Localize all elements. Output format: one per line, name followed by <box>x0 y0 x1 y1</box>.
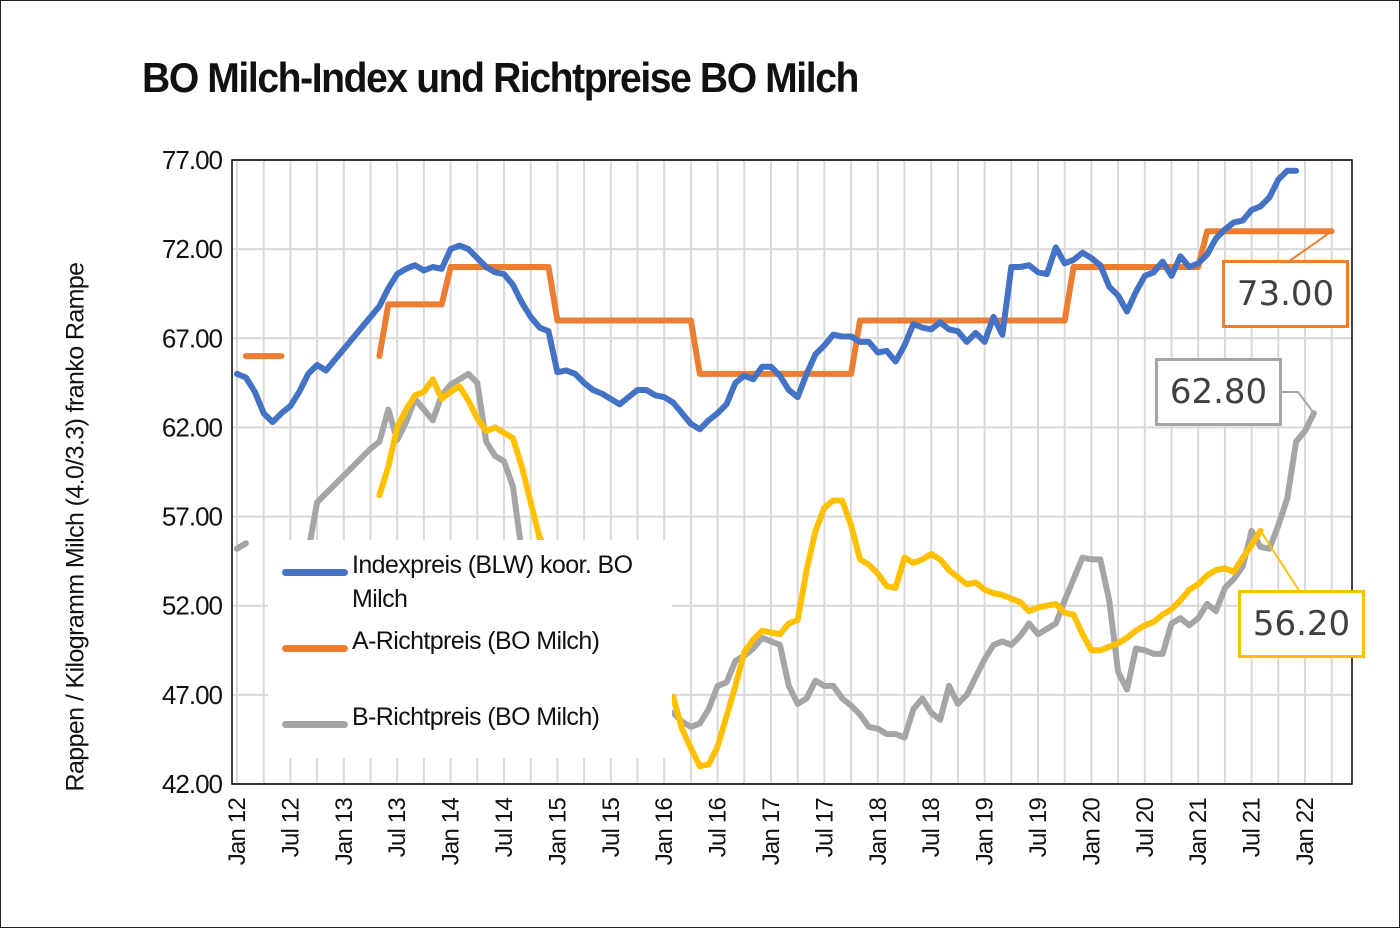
legend-label-index: Indexpreis (BLW) koor. BO Milch <box>352 551 633 613</box>
callout-b-price-value: 62.80 <box>1155 358 1282 426</box>
legend-item-b-price: B-Richtpreis (BO Milch) <box>282 700 652 734</box>
x-tick-label: Jul 21 <box>1239 798 1266 858</box>
x-tick-label: Jan 14 <box>438 798 465 866</box>
x-tick-label: Jan 12 <box>224 798 251 866</box>
y-tick-label: 52.00 <box>162 591 223 621</box>
x-tick-label: Jan 19 <box>972 798 999 866</box>
legend-label-b-price: B-Richtpreis (BO Milch) <box>352 703 600 731</box>
legend-swatch-b-price <box>282 721 348 728</box>
y-tick-label: 72.00 <box>162 234 223 264</box>
x-tick-label: Jul 20 <box>1132 798 1159 858</box>
x-tick-label: Jan 21 <box>1185 798 1212 866</box>
legend-swatch-index <box>282 569 348 576</box>
x-tick-label: Jul 13 <box>384 798 411 858</box>
y-tick-label: 77.00 <box>162 145 223 175</box>
x-tick-label: Jul 16 <box>705 798 732 858</box>
y-tick-label: 47.00 <box>162 680 223 710</box>
series-b-price-line <box>670 410 1317 741</box>
legend-label-a-price: A-Richtpreis (BO Milch) <box>352 627 600 655</box>
legend-item-index: Indexpreis (BLW) koor. BO Milch <box>282 548 652 616</box>
x-tick-label: Jan 15 <box>544 798 571 866</box>
x-tick-label: Jul 12 <box>277 798 304 858</box>
legend-swatch-a-price <box>282 645 348 652</box>
x-tick-label: Jan 17 <box>758 798 785 866</box>
x-tick-label: Jan 13 <box>331 798 358 866</box>
x-tick-label: Jan 16 <box>651 798 678 866</box>
legend: Indexpreis (BLW) koor. BO Milch A-Richtp… <box>268 540 672 758</box>
callout-leaders <box>1259 230 1333 593</box>
y-tick-label: 62.00 <box>162 412 223 442</box>
series-index-line <box>234 167 1300 433</box>
callout-a-price-value: 73.00 <box>1222 260 1349 328</box>
x-tick-label: Jul 15 <box>598 798 625 858</box>
x-tick-label: Jan 22 <box>1292 798 1319 866</box>
y-tick-label: 67.00 <box>162 323 223 353</box>
series-yellow-line <box>376 376 552 554</box>
y-tick-label: 42.00 <box>162 769 223 799</box>
legend-item-a-price: A-Richtpreis (BO Milch) <box>282 624 652 658</box>
leader-a-price <box>1287 230 1333 263</box>
x-tick-label: Jul 17 <box>811 798 838 858</box>
callout-yellow-value: 56.20 <box>1238 590 1365 658</box>
y-tick-label: 57.00 <box>162 502 223 532</box>
series-lines <box>234 167 1335 770</box>
leader-yellow <box>1259 530 1301 593</box>
x-tick-label: Jul 14 <box>491 798 518 858</box>
x-tick-label: Jan 20 <box>1078 798 1105 866</box>
chart-title: BO Milch-Index und Richtpreise BO Milch <box>142 54 859 101</box>
plot-border <box>231 159 1353 785</box>
x-axis-ticks: Jan 12 Jul 12 Jan 13 Jul 13 Jan 14 Jul 14 Jan … <box>224 798 1319 866</box>
leader-b-price <box>1282 391 1315 414</box>
x-tick-label: Jan 18 <box>865 798 892 866</box>
series-b-price-line <box>234 540 249 552</box>
x-tick-label: Jul 19 <box>1025 798 1052 858</box>
x-tick-label: Jul 18 <box>918 798 945 858</box>
series-yellow-line <box>670 497 1264 770</box>
y-axis-ticks: 77.00 72.00 67.00 62.00 57.00 52.00 47.00 42.00 <box>162 145 224 799</box>
